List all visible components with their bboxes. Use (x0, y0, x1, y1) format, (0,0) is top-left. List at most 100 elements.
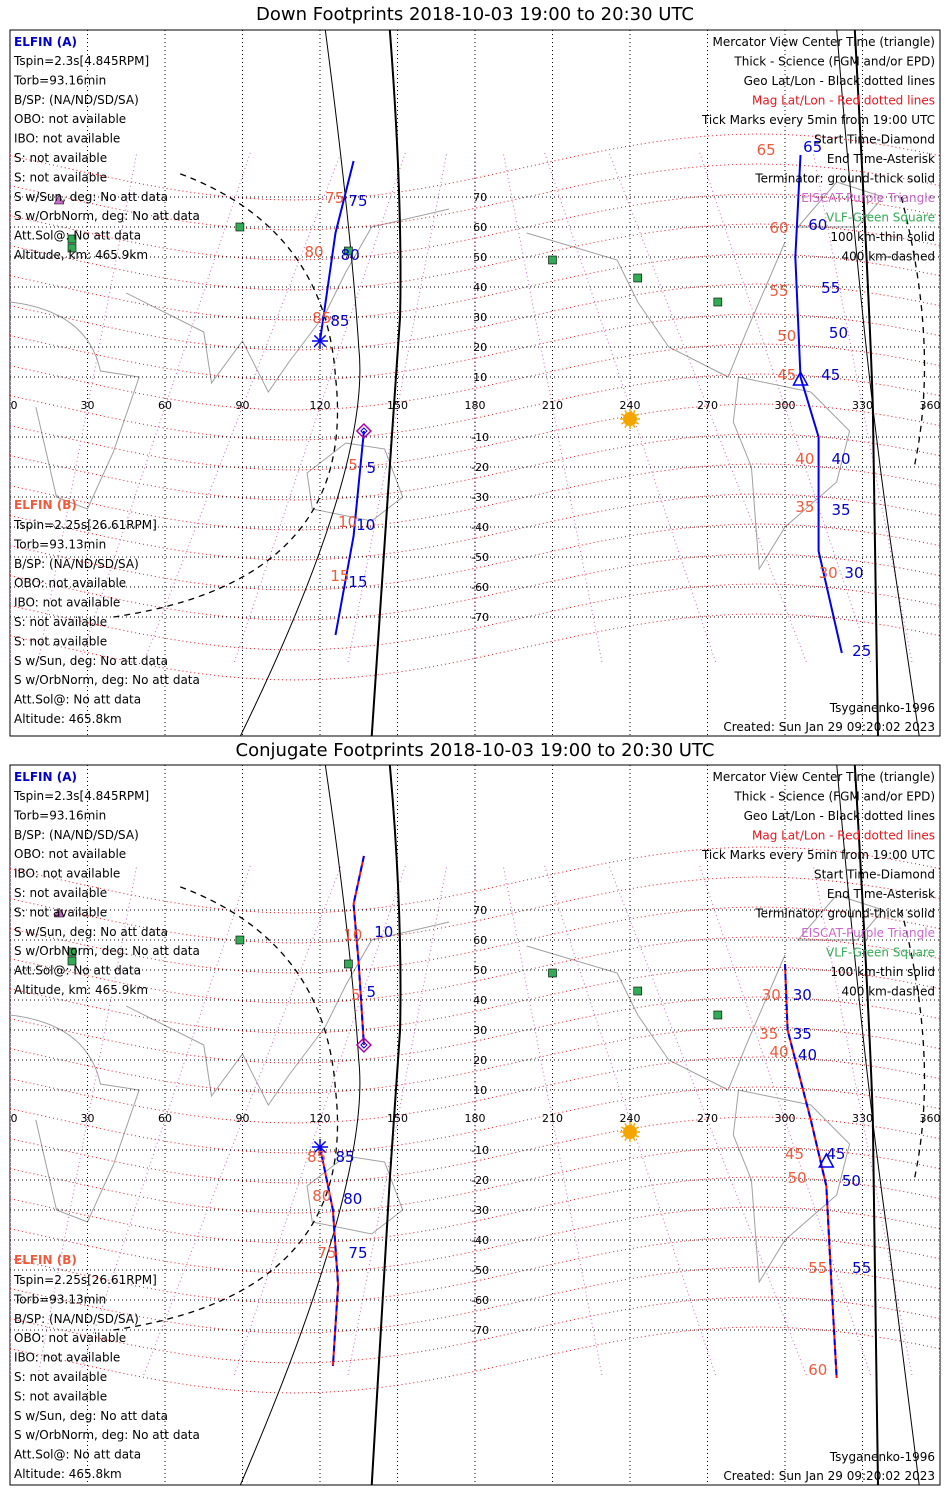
start-time-diamond (355, 422, 372, 440)
legend-line: Geo Lat/Lon - Black dotted lines (744, 74, 935, 88)
elfin-b-info-line: OBO: not available (14, 1331, 126, 1345)
legend-line: Terminator: ground-thick solid (754, 172, 935, 186)
lat-tick-label: -30 (471, 491, 489, 504)
legend-line: Tick Marks every 5min from 19:00 UTC (701, 848, 935, 862)
track-tick-label-mag: 5 (351, 986, 361, 1004)
track-tick-label-mag: 80 (312, 1187, 331, 1205)
mag-lat-line (10, 1206, 940, 1274)
track-tick-label-time: 35 (832, 501, 851, 519)
vlf-site-marker (67, 243, 77, 253)
elfin-a-info-line: S w/Sun, deg: No att data (14, 190, 168, 204)
track-tick-label-mag: 5 (348, 456, 358, 474)
elfin-a-info-line: Tspin=2.3s[4.845RPM] (13, 789, 149, 803)
mag-lon-line (37, 151, 138, 663)
elfin-b-info-line: Att.Sol@: No att data (14, 693, 141, 707)
lat-tick-label: 30 (473, 1024, 487, 1037)
elfin-b-info-line: B/SP: (NA/ND/SD/SA) (14, 1312, 139, 1326)
mag-lon-line (233, 864, 407, 1376)
sun-ray (632, 1122, 636, 1127)
elfin-b-info-line: S w/Sun, deg: No att data (14, 1409, 168, 1423)
mag-lon-line (812, 864, 913, 1376)
vlf-site-marker (67, 947, 77, 957)
elfin-b-info-line: S w/OrbNorm, deg: No att data (14, 1428, 200, 1442)
elfin-a-info-line: Att.Sol@: No att data (14, 964, 141, 978)
legend-line: Mag Lat/Lon - Red dotted lines (752, 829, 935, 843)
mag-lat-line (10, 583, 940, 651)
lat-tick-label: -60 (471, 581, 489, 594)
lon-tick-label: 240 (620, 399, 641, 412)
lon-tick-label: 270 (697, 399, 718, 412)
sun-icon (623, 412, 637, 426)
created-timestamp: Created: Sun Jan 29 09:20:02 2023 (723, 720, 935, 734)
map-conjugate: 0 30 60 90 120 150 180 210 240 270 300 330 360 70 60 50… (9, 764, 941, 1486)
track-tick-label-mag: 40 (770, 1043, 789, 1061)
lat-tick-label: 10 (473, 1084, 487, 1097)
lat-tick-label: -60 (471, 1294, 489, 1307)
panel-title-conjugate: Conjugate Footprints 2018-10-03 19:00 to… (235, 740, 715, 761)
terminator-400km-east (900, 196, 926, 468)
track-tick-label-time: 55 (852, 1259, 871, 1277)
legend-line: Geo Lat/Lon - Black dotted lines (744, 809, 935, 823)
mag-lat-line (10, 1266, 940, 1334)
terminator-ground-east (853, 30, 879, 736)
terminator-100km-east (836, 30, 920, 736)
track-tick-label-time: 50 (829, 324, 848, 342)
lon-tick-label: 0 (11, 399, 18, 412)
lat-tick-label: -10 (471, 431, 489, 444)
lon-tick-label: 150 (387, 1112, 408, 1125)
mag-lon-line (502, 151, 603, 663)
model-label: Tsyganenko-1996 (829, 1450, 935, 1464)
sun-ray (632, 424, 636, 429)
center-time-triangle (818, 1152, 835, 1168)
terminator-ground (370, 30, 402, 736)
vlf-site-marker (713, 297, 723, 307)
elfin-b-info-line: S: not available (14, 615, 107, 629)
mag-lat-line (10, 1086, 940, 1154)
sun-ray (620, 1126, 625, 1130)
lon-tick-label: 30 (81, 399, 95, 412)
track-tick-label-time: 50 (842, 1172, 861, 1190)
elfin-b-info-line: S: not available (14, 634, 107, 648)
track-tick-label-time: 85 (336, 1148, 355, 1166)
legend-line: 400 km-dashed (841, 985, 935, 999)
elfin-b-name: ELFIN (B) (14, 498, 77, 512)
lon-tick-label: 60 (158, 399, 172, 412)
elfin-a-info-line: S w/OrbNorm, deg: No att data (14, 209, 200, 223)
track-tick-label-time: 10 (374, 923, 393, 941)
lon-tick-label: 300 (775, 1112, 796, 1125)
elfin-a-info-line: Altitude, km: 465.9km (14, 248, 148, 262)
terminator-100km (239, 765, 361, 1485)
track-tick-label-time: 65 (803, 138, 822, 156)
map-content: 0 30 60 90 120 150 180 210 240 270 300 330 360 70 60 50… (10, 30, 940, 736)
track-tick-label-mag: 85 (307, 1148, 326, 1166)
sun-ray (635, 421, 640, 425)
vlf-site-marker (67, 956, 77, 966)
footprint-track-a (352, 855, 365, 1046)
track-tick-label-mag: 60 (770, 219, 789, 237)
lat-tick-label: 20 (473, 1054, 487, 1067)
legend-line: Start Time-Diamond (814, 133, 935, 147)
elfin-a-info-line: Torb=93.16min (13, 73, 106, 87)
terminator-400km (113, 885, 339, 1331)
created-timestamp: Created: Sun Jan 29 09:20:02 2023 (723, 1469, 935, 1483)
vlf-site-marker (633, 273, 643, 283)
track-tick-label-mag: 55 (770, 282, 789, 300)
lat-tick-label: 50 (473, 964, 487, 977)
sun-ray (620, 1134, 625, 1138)
lat-tick-label: -40 (471, 521, 489, 534)
elfin-b-info-line: Altitude: 465.8km (14, 712, 122, 726)
legend-line: 100 km-thin solid (830, 230, 935, 244)
track-tick-label-time: 40 (832, 450, 851, 468)
lon-tick-label: 210 (542, 399, 563, 412)
elfin-b-info-line: Att.Sol@: No att data (14, 1448, 141, 1462)
vlf-site-marker (235, 222, 245, 232)
lat-tick-label: -50 (471, 551, 489, 564)
track-tick-label-time: 45 (826, 1145, 845, 1163)
vlf-site-marker (548, 968, 557, 978)
track-tick-label-time: 45 (821, 366, 840, 384)
legend-line: Thick - Science (FGM and/or EPD) (733, 790, 935, 804)
legend-line: EISCAT-Purple Triangle (801, 191, 935, 205)
terminator-ground (370, 765, 402, 1485)
lat-tick-label: 20 (473, 341, 487, 354)
mag-lat-line (10, 463, 940, 531)
